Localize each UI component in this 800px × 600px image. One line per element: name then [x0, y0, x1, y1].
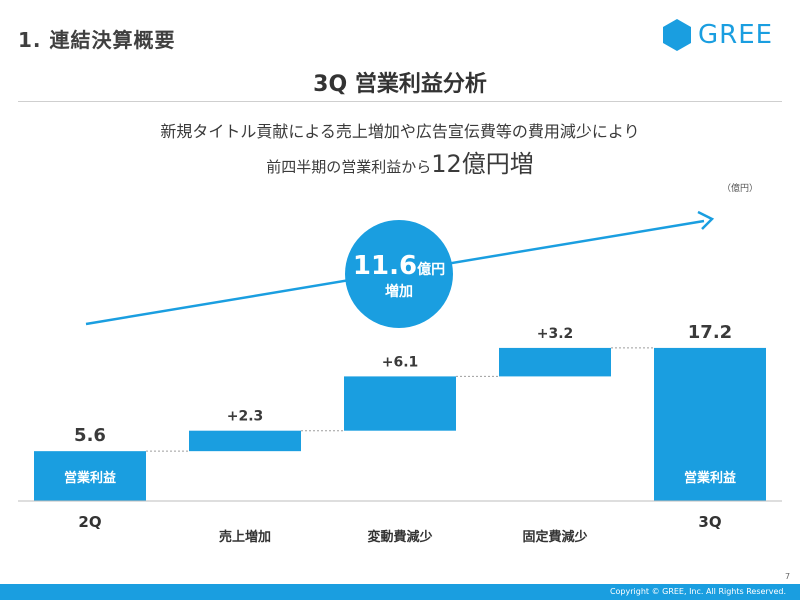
- inner-labels: 営業利益 営業利益: [64, 470, 736, 486]
- page-title: 3Q 営業利益分析: [313, 72, 487, 97]
- unit-label: （億円）: [722, 184, 759, 194]
- category-label-1: 2Q: [78, 513, 101, 531]
- callout-circle: [345, 220, 453, 328]
- callout-text: 11.6億円: [353, 251, 445, 281]
- footer-bar: [0, 584, 800, 600]
- inner-label-5: 営業利益: [684, 470, 736, 486]
- value-label-4: +3.2: [537, 326, 574, 342]
- callout-value: 11.6: [353, 251, 417, 281]
- category-label-5: 3Q: [698, 513, 721, 531]
- callout-label: 増加: [385, 283, 413, 300]
- title-divider: [18, 101, 782, 102]
- bar-1: [34, 451, 146, 501]
- bar-3: [344, 376, 456, 431]
- chart-bars: [34, 347, 766, 501]
- value-labels: 5.6 +2.3 +6.1 +3.2 17.2: [74, 322, 732, 446]
- category-labels: 2Q 売上増加 変動費減少 固定費減少 3Q: [78, 513, 721, 545]
- bar-2: [189, 430, 301, 452]
- gree-logo: GREE: [662, 18, 773, 52]
- section-title: 1. 連結決算概要: [18, 28, 176, 52]
- logo-text: GREE: [698, 20, 774, 50]
- value-label-1: 5.6: [74, 425, 106, 446]
- subtitle-prefix: 前四半期の営業利益から: [266, 158, 432, 176]
- page-number: 7: [785, 572, 791, 581]
- value-label-3: +6.1: [382, 354, 419, 370]
- inner-label-1: 営業利益: [64, 470, 116, 486]
- value-label-5: 17.2: [688, 322, 732, 343]
- value-label-2: +2.3: [227, 409, 264, 425]
- callout-unit: 億円: [417, 261, 445, 278]
- bar-4: [499, 347, 611, 377]
- category-label-2: 売上増加: [219, 529, 271, 545]
- category-label-4: 固定費減少: [522, 529, 587, 545]
- subtitle-line-2: 前四半期の営業利益から12億円増: [0, 144, 800, 179]
- connector-lines: [146, 347, 654, 452]
- trend-arrow-head: [697, 210, 715, 230]
- bar-5: [654, 347, 766, 501]
- gree-hexagon-icon: [663, 19, 691, 51]
- copyright-text: Copyright © GREE, Inc. All Rights Reserv…: [609, 587, 786, 596]
- subtitle-line-1: 新規タイトル貢献による売上増加や広告宣伝費等の費用減少により: [160, 122, 640, 141]
- subtitle-emphasis: 12億円増: [431, 150, 534, 178]
- category-label-3: 変動費減少: [367, 529, 432, 545]
